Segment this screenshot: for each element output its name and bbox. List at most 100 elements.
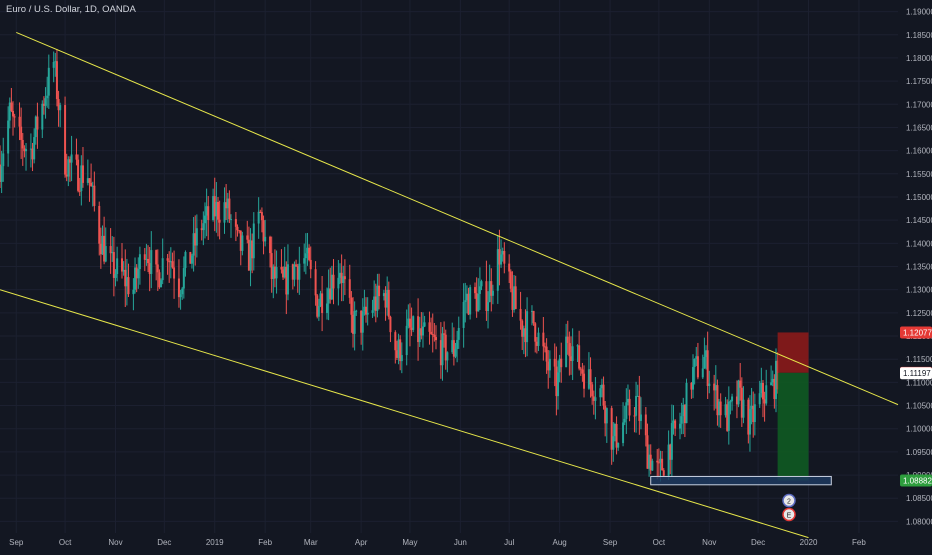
candle	[134, 257, 137, 294]
candles	[0, 48, 779, 482]
candle	[155, 249, 158, 281]
candle	[181, 286, 184, 300]
candle-body	[260, 212, 263, 221]
candle-body	[81, 165, 84, 183]
x-tick-label: Dec	[751, 538, 765, 547]
candle-body	[33, 137, 36, 160]
candle	[215, 182, 218, 233]
candle	[703, 337, 706, 369]
candle	[485, 260, 488, 321]
event-bubble[interactable]: E	[782, 507, 796, 522]
price-label-text: 1.08882	[903, 477, 932, 486]
price-label-text: 1.12077	[903, 328, 932, 337]
candle	[613, 422, 616, 442]
candle-body	[558, 358, 561, 373]
candle	[421, 312, 424, 348]
candle	[503, 242, 506, 274]
support-zone[interactable]	[650, 475, 832, 486]
candle-body	[226, 198, 229, 209]
candle	[348, 264, 351, 304]
candle-body	[343, 276, 346, 280]
candle	[545, 338, 548, 374]
candle-body	[241, 235, 244, 251]
candle	[716, 379, 719, 426]
candle-body	[259, 211, 262, 213]
candle-body	[29, 148, 32, 150]
candle	[121, 243, 124, 279]
candle	[286, 244, 289, 301]
candle	[628, 389, 631, 422]
candle-body	[724, 404, 727, 416]
candle-body	[378, 285, 381, 297]
candle-body	[386, 289, 389, 308]
candle-body	[342, 276, 345, 284]
candle	[547, 350, 550, 389]
y-tick-label: 1.13000	[906, 286, 932, 295]
candle	[431, 313, 434, 353]
trendlines[interactable]	[0, 31, 899, 539]
candle	[408, 303, 411, 347]
candle-body	[306, 247, 309, 254]
candle	[20, 107, 23, 159]
candle	[366, 297, 369, 326]
candle-body	[760, 382, 763, 394]
candle-body	[674, 420, 677, 429]
candle-body	[230, 219, 233, 221]
candle	[488, 264, 491, 303]
candle	[526, 297, 529, 357]
candle	[534, 322, 537, 353]
candle	[530, 305, 533, 326]
stop-loss-zone[interactable]	[777, 332, 809, 373]
candle	[77, 154, 80, 193]
candle-body	[763, 399, 766, 404]
candle-body	[522, 328, 525, 337]
candle	[739, 362, 742, 401]
candle	[101, 225, 104, 255]
candle	[656, 449, 659, 480]
trade-zones[interactable]	[650, 332, 832, 486]
event-bubbles[interactable]: 2E	[782, 493, 796, 522]
candle	[727, 386, 730, 445]
take-profit-zone[interactable]	[777, 372, 809, 481]
candle-body	[325, 303, 328, 313]
candle	[535, 337, 538, 354]
candle-body	[535, 341, 538, 346]
x-tick-label: 2020	[800, 538, 818, 547]
candle	[696, 342, 699, 380]
candle	[223, 187, 226, 234]
candle-body	[457, 327, 460, 340]
candle-body	[145, 258, 148, 260]
candle	[122, 261, 125, 276]
candle-body	[410, 327, 413, 330]
candle-body	[309, 259, 312, 270]
x-tick-label: 2019	[206, 538, 224, 547]
candle	[262, 215, 265, 255]
trendline[interactable]	[0, 289, 809, 539]
time-axis[interactable]: Sep Oct Nov Dec 2019 Feb Mar Apr May Jun Jul Aug Sep…	[9, 538, 866, 547]
candle-body	[295, 264, 298, 266]
candle	[54, 52, 57, 77]
price-axis[interactable]: 1.080001.085001.090001.095001.100001.105…	[906, 8, 932, 527]
candle	[600, 378, 603, 398]
candle-body	[234, 219, 237, 227]
candle-body	[683, 404, 686, 424]
trendline[interactable]	[16, 31, 899, 406]
candle-body	[685, 382, 688, 424]
candle	[638, 375, 641, 435]
candle	[321, 275, 324, 332]
candle	[148, 246, 151, 292]
candle	[560, 342, 563, 383]
candle-body	[456, 339, 459, 349]
candle	[343, 259, 346, 296]
event-bubble[interactable]: 2	[782, 493, 796, 508]
candle	[405, 309, 408, 366]
candle-body	[524, 328, 527, 343]
candle	[692, 354, 695, 399]
candle	[13, 113, 16, 128]
candle	[192, 217, 195, 272]
candle-body	[353, 311, 356, 334]
candle	[44, 87, 47, 119]
candle	[325, 287, 328, 320]
